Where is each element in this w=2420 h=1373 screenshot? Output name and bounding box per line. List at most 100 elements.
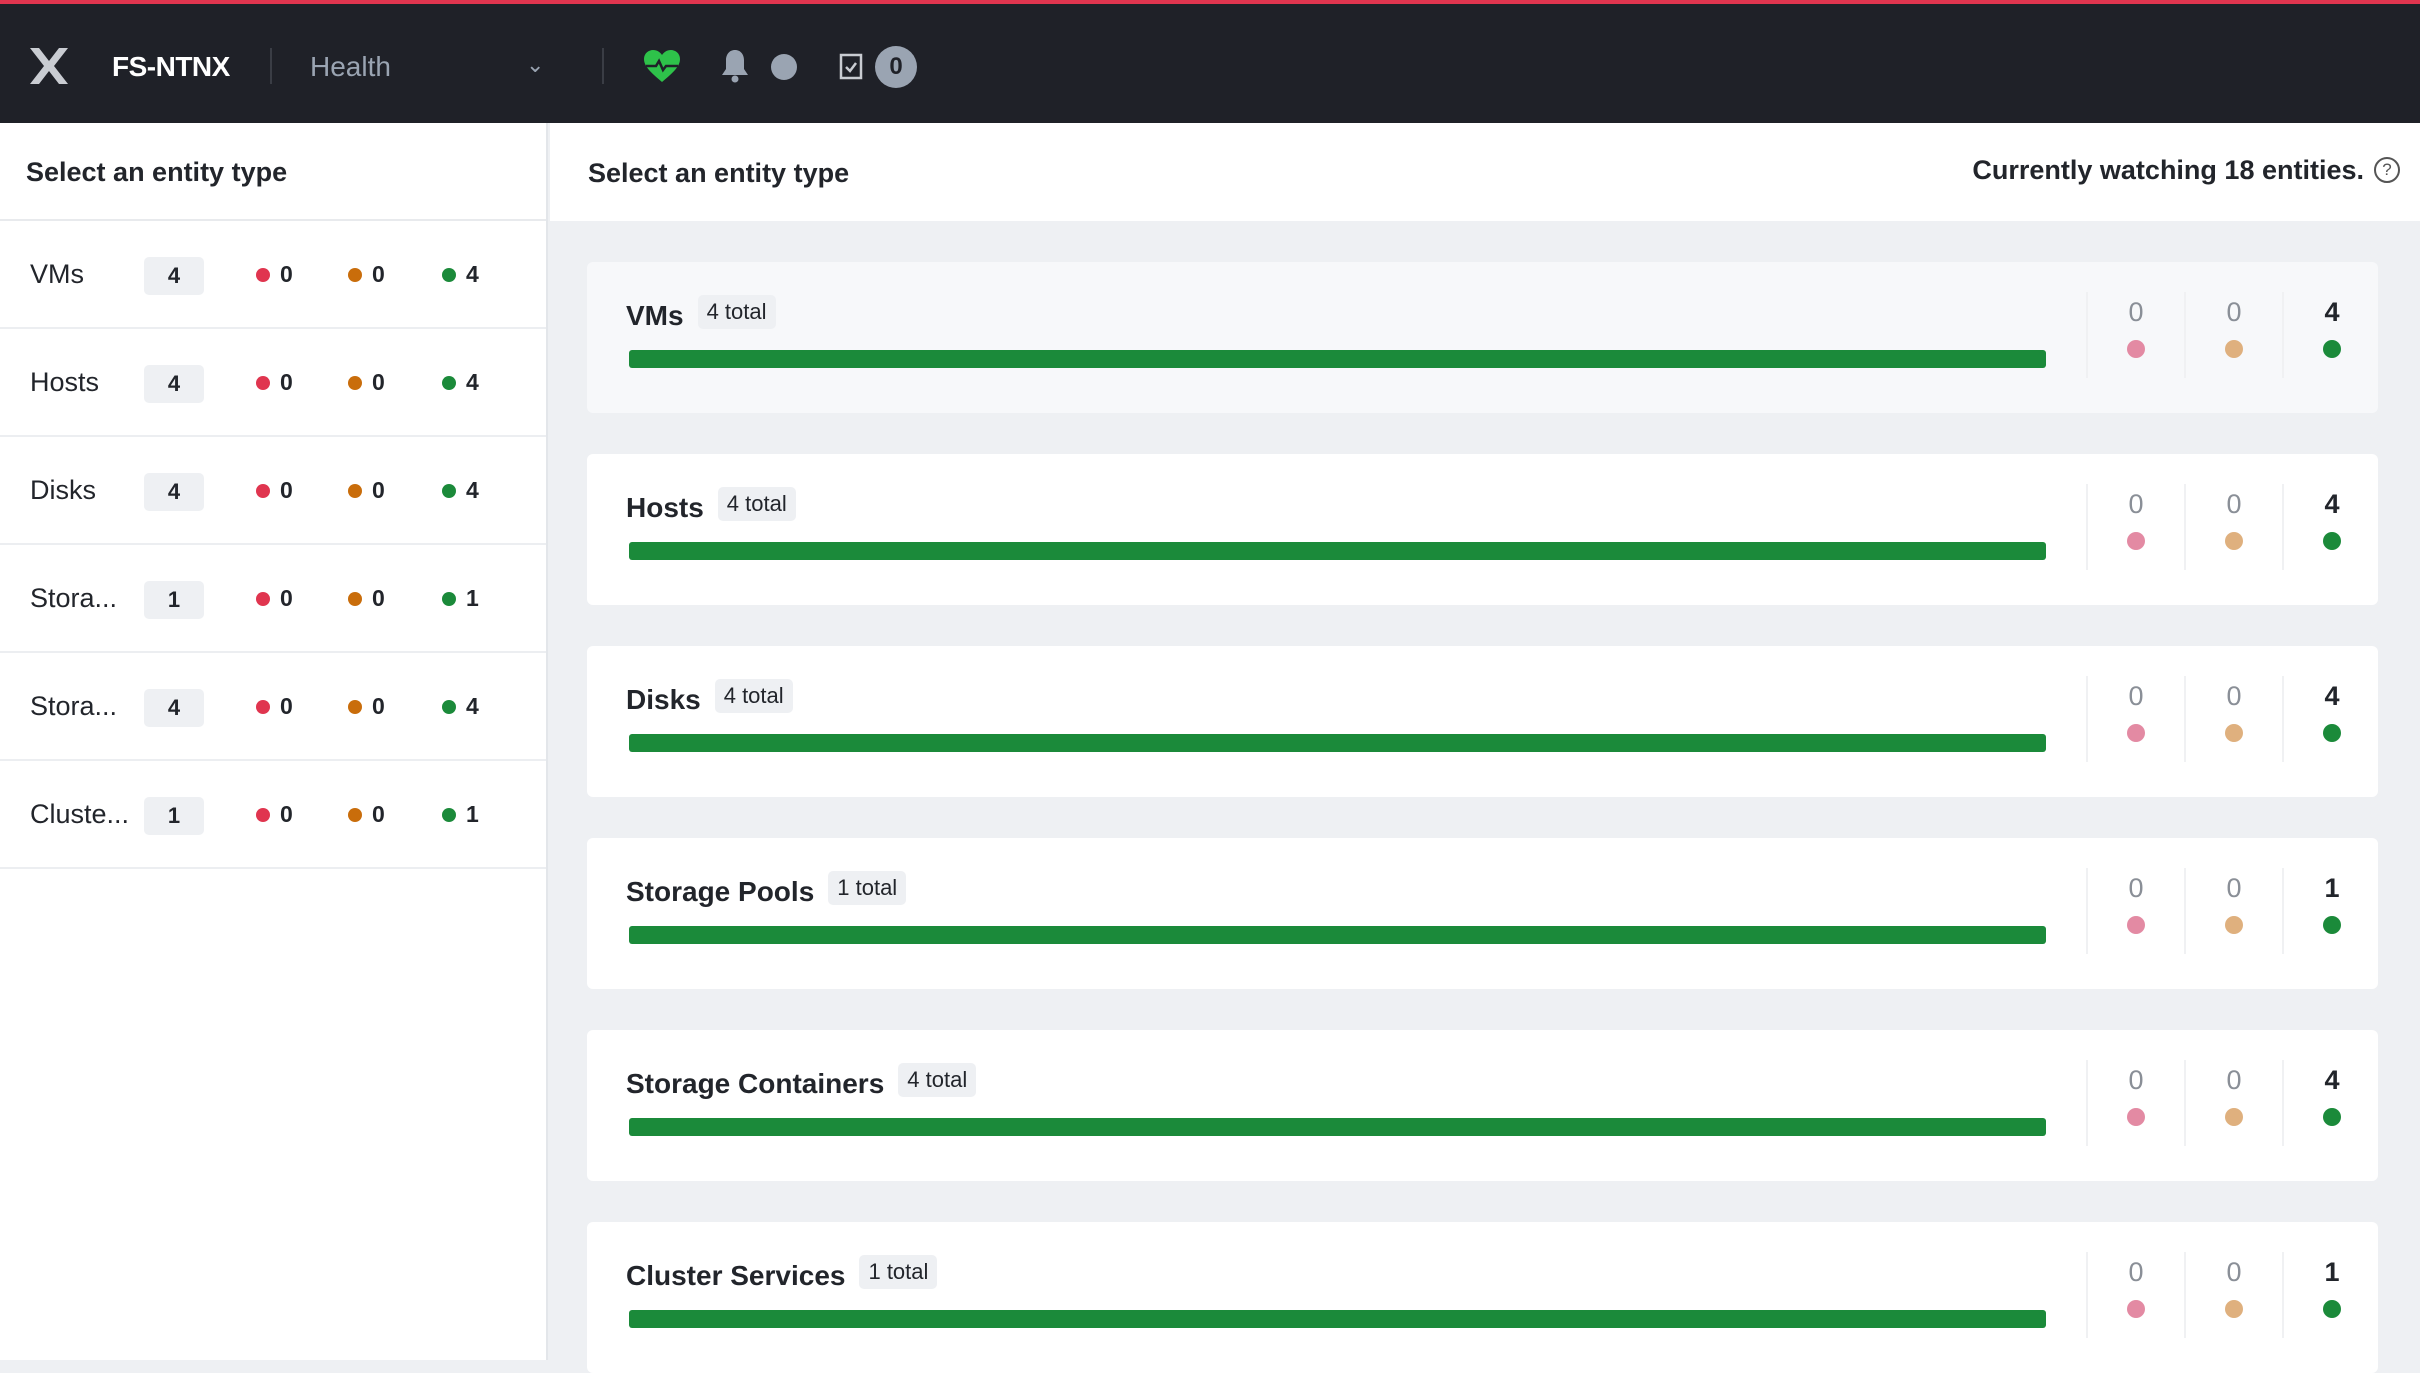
good-status: 4 bbox=[442, 477, 479, 504]
good-dot-icon bbox=[2323, 532, 2341, 550]
entity-count: 4 bbox=[144, 689, 204, 727]
critical-dot-icon bbox=[256, 591, 270, 606]
critical-count: 0 bbox=[280, 369, 293, 395]
warning-status: 0 bbox=[348, 801, 385, 828]
critical-column[interactable]: 0 bbox=[2086, 868, 2184, 954]
critical-status: 0 bbox=[256, 801, 293, 828]
total-badge: 4 total bbox=[898, 1063, 977, 1097]
entity-card[interactable]: Storage Pools 1 total 0 0 1 bbox=[587, 838, 2378, 989]
warning-column[interactable]: 0 bbox=[2184, 868, 2282, 954]
good-count: 4 bbox=[2324, 297, 2340, 327]
good-column[interactable]: 4 bbox=[2282, 484, 2380, 570]
critical-status: 0 bbox=[256, 477, 293, 504]
card-name: Hosts bbox=[626, 492, 704, 523]
critical-column[interactable]: 0 bbox=[2086, 676, 2184, 762]
bell-icon[interactable] bbox=[720, 48, 750, 84]
warning-count: 0 bbox=[2226, 873, 2242, 903]
watching-prefix: Currently watching bbox=[1972, 155, 2225, 185]
total-badge: 4 total bbox=[717, 487, 796, 521]
warning-status: 0 bbox=[348, 477, 385, 504]
warning-dot-icon bbox=[2225, 724, 2243, 742]
warning-column[interactable]: 0 bbox=[2184, 484, 2282, 570]
health-bar-fill bbox=[629, 350, 2046, 368]
help-icon[interactable]: ? bbox=[2374, 157, 2400, 183]
app-selector[interactable]: Health bbox=[310, 51, 391, 82]
warning-column[interactable]: 0 bbox=[2184, 676, 2282, 762]
entity-card[interactable]: Cluster Services 1 total 0 0 1 bbox=[587, 1222, 2378, 1373]
warning-dot-icon bbox=[348, 267, 362, 282]
health-bar-fill bbox=[629, 1310, 2046, 1328]
card-name: Storage Containers bbox=[626, 1068, 885, 1099]
entity-count: 4 bbox=[144, 257, 204, 295]
health-bar-fill bbox=[629, 926, 2046, 944]
critical-dot-icon bbox=[2127, 1108, 2145, 1126]
entity-card[interactable]: VMs 4 total 0 0 4 bbox=[587, 262, 2378, 413]
warning-dot-icon bbox=[2225, 916, 2243, 934]
warning-dot-icon bbox=[2225, 1108, 2243, 1126]
main-header: Select an entity type Currently watching… bbox=[550, 123, 2420, 221]
entity-count: 1 bbox=[144, 581, 204, 619]
good-dot-icon bbox=[442, 807, 456, 822]
warning-column[interactable]: 0 bbox=[2184, 292, 2282, 378]
card-name: Disks bbox=[626, 684, 701, 715]
good-dot-icon bbox=[2323, 340, 2341, 358]
good-column[interactable]: 4 bbox=[2282, 1060, 2380, 1146]
sidebar-item[interactable]: Hosts 4 0 0 4 bbox=[0, 329, 546, 437]
critical-status: 0 bbox=[256, 585, 293, 612]
cluster-name[interactable]: FS-NTNX bbox=[112, 51, 230, 82]
entity-name: Cluste... bbox=[30, 799, 130, 829]
critical-dot-icon bbox=[2127, 916, 2145, 934]
health-bar bbox=[629, 1310, 2046, 1328]
sidebar-item[interactable]: Stora... 4 0 0 4 bbox=[0, 653, 546, 761]
total-badge: 4 total bbox=[714, 679, 793, 713]
entity-card[interactable]: Storage Containers 4 total 0 0 4 bbox=[587, 1030, 2378, 1181]
warning-count: 0 bbox=[2226, 1065, 2242, 1095]
sidebar-item[interactable]: Disks 4 0 0 4 bbox=[0, 437, 546, 545]
health-bar bbox=[629, 350, 2046, 368]
warning-column[interactable]: 0 bbox=[2184, 1060, 2282, 1146]
good-count: 4 bbox=[466, 369, 479, 395]
critical-column[interactable]: 0 bbox=[2086, 1252, 2184, 1338]
entity-name: Disks bbox=[30, 475, 96, 505]
good-column[interactable]: 4 bbox=[2282, 292, 2380, 378]
good-dot-icon bbox=[442, 375, 456, 390]
good-column[interactable]: 1 bbox=[2282, 1252, 2380, 1338]
sidebar-item[interactable]: Stora... 1 0 0 1 bbox=[0, 545, 546, 653]
critical-dot-icon bbox=[2127, 724, 2145, 742]
good-count: 1 bbox=[466, 801, 479, 827]
chevron-down-icon[interactable]: ⌄ bbox=[526, 52, 545, 77]
warning-dot-icon bbox=[2225, 532, 2243, 550]
divider bbox=[602, 48, 604, 84]
warning-column[interactable]: 0 bbox=[2184, 1252, 2282, 1338]
critical-status: 0 bbox=[256, 261, 293, 288]
critical-column[interactable]: 0 bbox=[2086, 484, 2184, 570]
heart-pulse-icon[interactable] bbox=[642, 48, 682, 84]
critical-column[interactable]: 0 bbox=[2086, 292, 2184, 378]
warning-count: 0 bbox=[2226, 489, 2242, 519]
entity-card[interactable]: Hosts 4 total 0 0 4 bbox=[587, 454, 2378, 605]
health-bar bbox=[629, 734, 2046, 752]
task-count-badge[interactable]: 0 bbox=[875, 46, 917, 88]
clipboard-check-icon[interactable] bbox=[839, 52, 863, 80]
entity-card[interactable]: Disks 4 total 0 0 4 bbox=[587, 646, 2378, 797]
health-bar bbox=[629, 1118, 2046, 1136]
entity-name: Stora... bbox=[30, 691, 118, 721]
warning-dot-icon bbox=[348, 591, 362, 606]
critical-status: 0 bbox=[256, 693, 293, 720]
sidebar-item[interactable]: VMs 4 0 0 4 bbox=[0, 221, 546, 329]
good-status: 4 bbox=[442, 369, 479, 396]
critical-count: 0 bbox=[280, 477, 293, 503]
good-column[interactable]: 1 bbox=[2282, 868, 2380, 954]
good-column[interactable]: 4 bbox=[2282, 676, 2380, 762]
good-count: 1 bbox=[2324, 1257, 2340, 1287]
nutanix-logo[interactable] bbox=[26, 46, 72, 86]
card-name: Storage Pools bbox=[626, 876, 815, 907]
critical-column[interactable]: 0 bbox=[2086, 1060, 2184, 1146]
sidebar-title: Select an entity type bbox=[0, 123, 546, 221]
health-bar bbox=[629, 926, 2046, 944]
status-dot-icon[interactable] bbox=[771, 54, 797, 80]
good-status: 1 bbox=[442, 801, 479, 828]
entity-type-sidebar: Select an entity type VMs 4 0 0 4 Hosts 4… bbox=[0, 123, 548, 1360]
good-status: 4 bbox=[442, 261, 479, 288]
sidebar-item[interactable]: Cluste... 1 0 0 1 bbox=[0, 761, 546, 869]
